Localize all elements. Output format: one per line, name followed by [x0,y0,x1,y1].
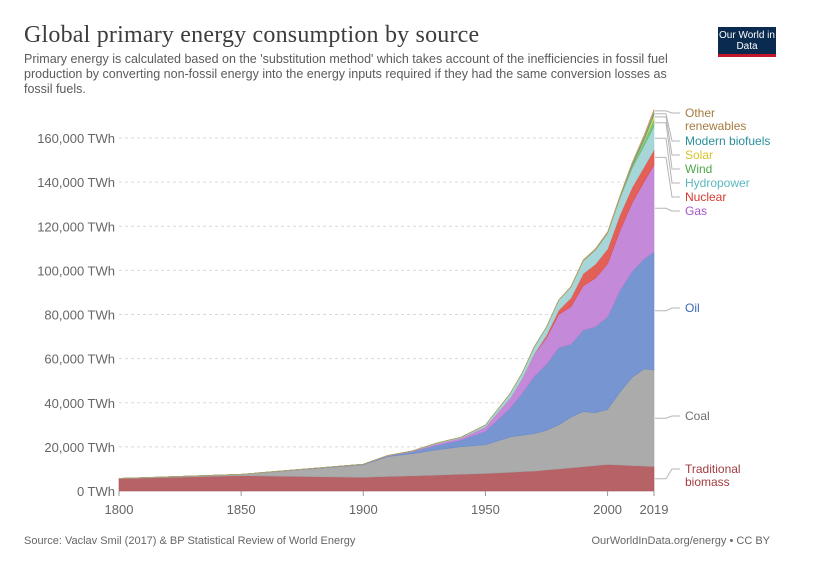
owid-logo[interactable]: Our World in Data [718,27,776,57]
y-tick-label: 100,000 TWh [37,263,115,278]
chart-subtitle: Primary energy is calculated based on th… [24,52,668,96]
x-tick-label: 1900 [349,502,378,517]
label-leader-line [655,307,680,312]
y-tick-label: 80,000 TWh [44,308,115,323]
label-leader-line [655,137,680,184]
series-label-hydropower: Hydropower [685,176,750,190]
area-other-renewables[interactable] [118,109,655,479]
series-label-nuclear: Nuclear [685,190,726,204]
axes: 0 TWh 20,000 TWh 40,000 TWh 60,000 TWh 80,00… [37,131,668,517]
label-leader-line [655,116,680,156]
x-tick-label: 1950 [471,502,500,517]
series-label-coal: Coal [685,409,710,423]
label-leader-line [655,113,680,142]
owid-link[interactable]: OurWorldInData.org/energy • CC BY [591,535,771,547]
y-tick-label: 0 TWh [77,484,115,499]
label-leader-line [655,468,680,480]
y-tick-label: 140,000 TWh [37,175,115,190]
series-label-traditional-biomass: Traditional biomass [685,462,741,489]
series-label-gas: Gas [685,204,707,218]
x-tick-label: 2019 [640,502,669,517]
series-label-modern-biofuels: Modern biofuels [685,134,770,148]
y-tick-label: 160,000 TWh [37,131,115,146]
x-tick-label: 2000 [593,502,622,517]
series-label-solar: Solar [685,148,713,162]
label-leader-line [655,415,680,419]
series-label-other-renewables: Other renewables [685,106,746,133]
y-tick-label: 40,000 TWh [44,396,115,411]
label-leader-line [655,156,680,198]
x-tick-label: 1850 [227,502,256,517]
area-series [118,109,655,492]
label-leader-line [655,207,680,212]
label-leader-line [655,122,680,170]
series-label-oil: Oil [685,301,700,315]
source-note: Source: Vaclav Smil (2017) & BP Statisti… [24,535,356,547]
series-label-wind: Wind [685,162,712,176]
label-leader-line [655,110,680,114]
y-tick-label: 20,000 TWh [44,440,115,455]
x-tick-label: 1800 [105,502,134,517]
y-tick-label: 120,000 TWh [37,219,115,234]
chart-title: Global primary energy consumption by sou… [24,22,480,48]
y-tick-label: 60,000 TWh [44,352,115,367]
